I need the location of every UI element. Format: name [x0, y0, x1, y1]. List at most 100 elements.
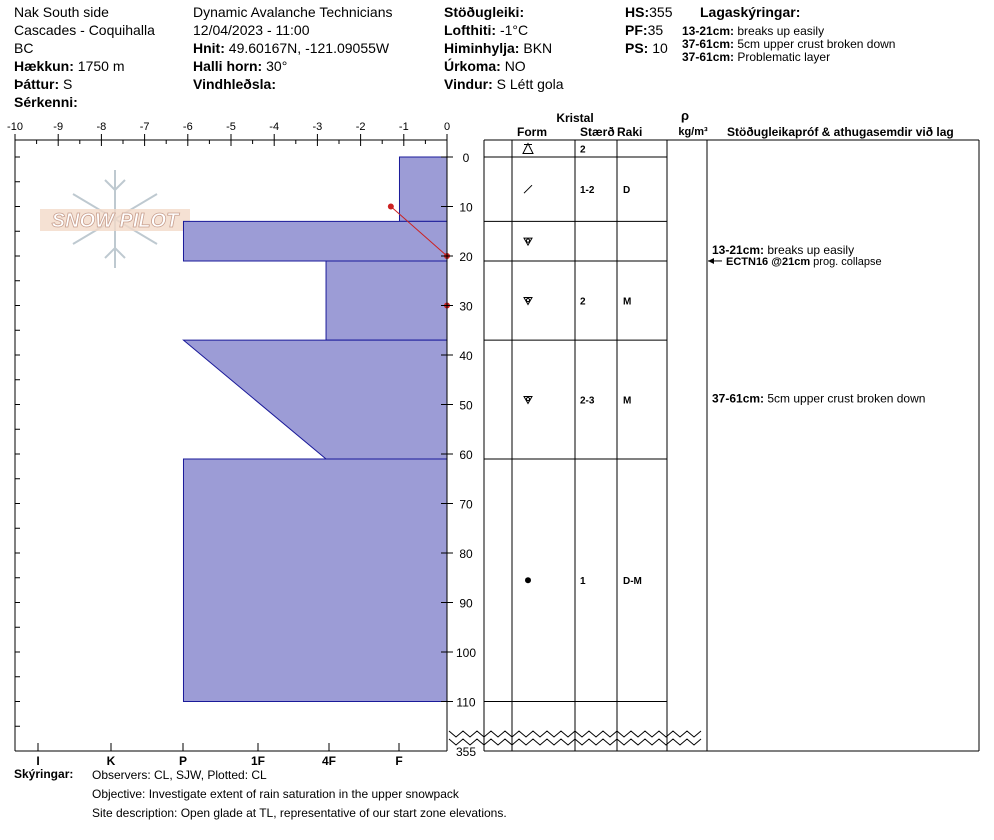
slope-angle: Halli horn: 30° — [193, 58, 288, 74]
density-symbol: ρ — [681, 108, 689, 123]
zigzag-line — [448, 730, 702, 738]
faceted-rounded-icon — [523, 237, 533, 247]
depth-tick-label: 40 — [459, 349, 473, 363]
depth-tick-label: 30 — [459, 300, 473, 314]
objective-note: Objective: Investigate extent of rain sa… — [92, 787, 459, 801]
hardness-tick-label: 1F — [251, 754, 265, 768]
coordinates: Hnit: 49.60167N, -121.09055W — [193, 40, 390, 56]
fragments-icon — [523, 184, 533, 194]
test-arrow-head — [708, 257, 714, 264]
province: BC — [14, 40, 34, 56]
hardness-tick-label: P — [179, 754, 187, 768]
aspect: Þáttur: S — [14, 76, 73, 92]
hardness-layer — [182, 339, 448, 460]
top-axis-tick-label: -6 — [183, 121, 193, 133]
top-axis-tick-label: -3 — [313, 121, 323, 133]
faceted-rounded-icon — [523, 297, 533, 306]
layer-size: 2 — [580, 145, 586, 156]
depth-tick-label: 80 — [459, 547, 473, 561]
stability-label: Stöðugleiki: — [444, 4, 525, 20]
layer-size: 1 — [580, 576, 586, 587]
air-temperature: Lofthiti: -1°C — [444, 22, 529, 38]
top-axis-tick-label: -8 — [97, 121, 107, 133]
depth-tick-label: 110 — [456, 696, 475, 710]
depth-tick-label: 90 — [459, 597, 473, 611]
elevation: Hækkun: 1750 m — [14, 58, 125, 74]
top-axis-tick-label: -7 — [140, 121, 150, 133]
hardness-tick-label: I — [36, 754, 39, 768]
moisture-header: Raki — [617, 125, 642, 139]
observers-note: Observers: CL, SJW, Plotted: CL — [92, 768, 267, 782]
ski-penetration: PS: 10 — [625, 40, 668, 56]
stability-test-result: ECTN16 @21cm prog. collapse — [726, 256, 882, 268]
hardness-profile — [182, 156, 448, 702]
top-axis-tick-label: -5 — [226, 121, 236, 133]
depth-tick-label: 100 — [456, 646, 476, 660]
layer-table: 2 1-2 D 2 M 2-3 M 1 D-M — [446, 139, 980, 752]
faceted-rounded-icon — [523, 396, 533, 405]
layer-comment: 13-21cm: breaks up easily — [712, 243, 854, 257]
organization: Dynamic Avalanche Technicians — [193, 4, 393, 20]
sky-cover: Himinhylja: BKN — [444, 40, 553, 56]
layer-moisture: D — [623, 185, 630, 196]
rounded-grain-icon — [525, 577, 531, 584]
layer-size: 2 — [580, 297, 586, 308]
hardness-layer — [325, 260, 448, 341]
snowpilot-logo: SNOW PILOT — [40, 170, 190, 268]
depth-tick-label: 0 — [463, 151, 470, 165]
size-header: Stærð — [580, 125, 615, 139]
top-axis-tick-label: -9 — [53, 121, 63, 133]
depth-tick-label: 20 — [459, 250, 473, 264]
crystal-header: Kristal — [556, 111, 593, 125]
chart-axes: -10 -9 -8 -7 -6 -5 -4 -3 -2 -1 0I K P 1F 4F F0102030405… — [7, 121, 476, 768]
site-description: Site description: Open glade at TL, repr… — [92, 806, 507, 820]
top-axis-tick-label: -4 — [269, 121, 279, 133]
hardness-layer — [398, 156, 448, 222]
wind: Vindur: S Létt gola — [444, 76, 564, 92]
layer-note: 37-61cm: Problematic layer — [682, 50, 831, 64]
temperature-point — [387, 203, 394, 210]
faceted-rounded-dot — [525, 297, 531, 303]
wind-loading-label: Vindhleðsla: — [193, 76, 276, 92]
zigzag-line — [448, 738, 702, 746]
layer-note: 13-21cm: breaks up easily — [682, 24, 825, 38]
form-header: Form — [517, 125, 547, 139]
density-unit: kg/m³ — [678, 126, 708, 138]
hardness-tick-label: 4F — [322, 754, 336, 768]
top-axis-tick-label: -2 — [356, 121, 366, 133]
features-label: Sérkenni: — [14, 94, 78, 110]
depth-tick-label: 70 — [459, 498, 473, 512]
surface-hoar-icon — [522, 142, 534, 154]
foot-penetration: PF:35 — [625, 22, 664, 38]
hardness-layer — [182, 220, 448, 262]
faceted-rounded-dot — [525, 238, 531, 243]
comments-column: 13-21cm: breaks up easily 37-61cm: 5cm up… — [708, 243, 925, 406]
depth-tick-label: 50 — [459, 399, 473, 413]
tests-header: Stöðugleikapróf & athugasemdir við lag — [727, 125, 954, 139]
footer-label: Skýringar: — [14, 767, 74, 781]
hardness-tick-label: K — [107, 754, 116, 768]
layer-moisture: M — [623, 396, 631, 407]
layer-notes-title: Lagaskýringar: — [700, 4, 801, 20]
depth-tick-label: 10 — [459, 201, 473, 215]
layer-note: 37-61cm: 5cm upper crust broken down — [682, 37, 896, 51]
layer-size: 1-2 — [580, 185, 595, 196]
depth-tick-label: 60 — [459, 448, 473, 462]
layer-size: 2-3 — [580, 396, 595, 407]
precipitation: Úrkoma: NO — [444, 58, 526, 74]
logo-text: SNOW PILOT — [52, 210, 180, 232]
layer-moisture: D-M — [623, 576, 642, 587]
hardness-tick-label: F — [395, 754, 402, 768]
top-axis-tick-label: 0 — [444, 121, 450, 133]
layer-comment: 37-61cm: 5cm upper crust broken down — [712, 392, 925, 406]
top-axis-tick-label: -10 — [7, 121, 23, 133]
layer-moisture: M — [623, 297, 631, 308]
range: Cascades - Coquihalla — [14, 22, 155, 38]
depth-bottom-label: 355 — [456, 745, 476, 759]
datetime: 12/04/2023 - 11:00 — [193, 22, 310, 38]
faceted-rounded-dot — [525, 396, 531, 402]
hardness-layer — [182, 458, 448, 702]
snow-height: HS:355 — [625, 4, 673, 20]
top-axis-tick-label: -1 — [399, 121, 409, 133]
